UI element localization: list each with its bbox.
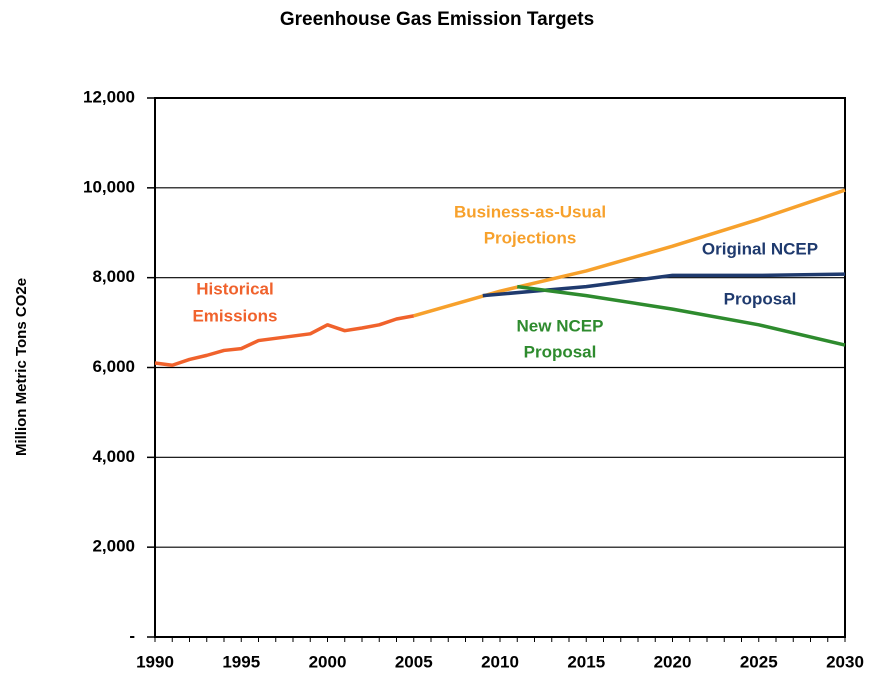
annotation: Projections xyxy=(484,228,577,247)
x-tick-label: 2005 xyxy=(395,652,433,671)
annotation: Business-as-Usual xyxy=(454,202,606,221)
x-tick-label: 2000 xyxy=(309,652,347,671)
annotation: Emissions xyxy=(192,306,277,325)
x-tick-label: 2015 xyxy=(567,652,605,671)
x-tick-label: 2030 xyxy=(826,652,864,671)
annotation: Historical xyxy=(196,279,273,298)
y-tick-label: 4,000 xyxy=(92,447,135,466)
annotation: Proposal xyxy=(524,342,597,361)
y-tick-label: 10,000 xyxy=(83,177,135,196)
y-tick-label: 8,000 xyxy=(92,267,135,286)
x-tick-label: 2020 xyxy=(654,652,692,671)
x-tick-label: 2010 xyxy=(481,652,519,671)
x-tick-label: 1995 xyxy=(222,652,260,671)
x-tick-label: 2025 xyxy=(740,652,778,671)
series-line xyxy=(517,284,846,347)
series-line xyxy=(482,272,846,298)
series-line xyxy=(154,314,415,368)
chart-title: Greenhouse Gas Emission Targets xyxy=(280,9,594,30)
y-tick-label: 2,000 xyxy=(92,537,135,556)
y-tick-label: - xyxy=(129,626,135,645)
y-axis-label: Million Metric Tons CO2e xyxy=(13,278,30,456)
annotation: Original NCEP xyxy=(702,239,818,258)
x-tick-label: 1990 xyxy=(136,652,174,671)
y-tick-label: 12,000 xyxy=(83,87,135,106)
plot-frame xyxy=(154,97,846,638)
y-tick-label: 6,000 xyxy=(92,357,135,376)
annotation: Proposal xyxy=(724,289,797,308)
annotation: New NCEP xyxy=(517,316,604,335)
